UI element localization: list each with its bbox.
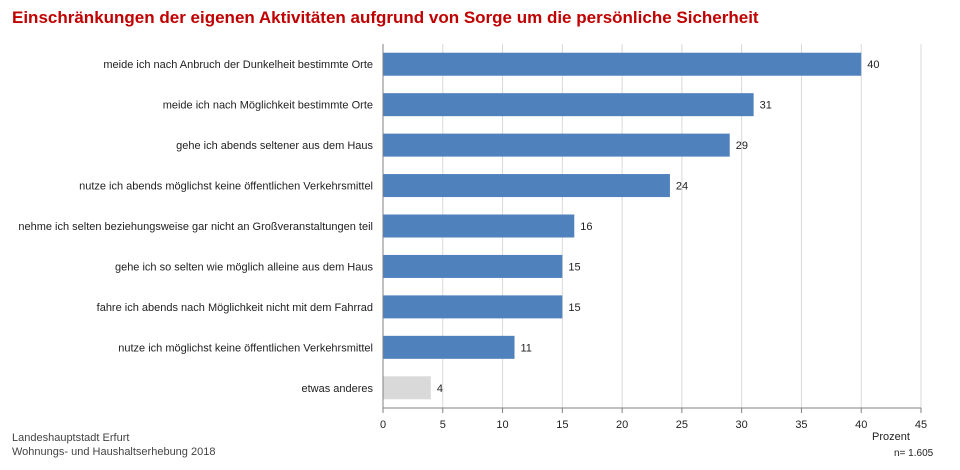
category-label: nehme ich selten beziehungsweise gar nic… [18,221,373,233]
category-label: gehe ich so selten wie möglich alleine a… [115,261,374,273]
x-axis-label: Prozent [872,431,910,443]
bar [383,376,431,400]
category-label: etwas anderes [301,383,373,395]
source-note: Landeshauptstadt Erfurt Wohnungs- und Ha… [12,431,215,459]
value-label: 29 [736,140,748,152]
value-label: 31 [760,100,772,112]
x-tick-label: 25 [676,419,688,431]
category-label: meide ich nach Anbruch der Dunkelheit be… [103,59,373,71]
bar [383,214,575,238]
category-label: gehe ich abends seltener aus dem Haus [176,140,373,152]
value-label: 11 [521,342,532,354]
bar [383,133,730,157]
value-label: 24 [676,181,688,193]
category-label: nutze ich möglichst keine öffentlichen V… [118,342,373,354]
x-tick-label: 40 [855,419,867,431]
source-line-1: Landeshauptstadt Erfurt [12,432,130,444]
bar [383,254,563,278]
sample-size: n= 1.605 [894,448,934,459]
value-label: 15 [568,302,580,314]
bar [383,295,563,319]
value-label: 16 [580,221,592,233]
x-tick-label: 5 [440,419,446,431]
bar [383,52,862,76]
category-label: nutze ich abends möglichst keine öffentl… [79,181,373,193]
x-tick-label: 10 [496,419,508,431]
x-tick-label: 45 [915,419,927,431]
chart-title: Einschränkungen der eigenen Aktivitäten … [12,8,759,27]
x-tick-label: 20 [616,419,628,431]
x-tick-label: 30 [736,419,748,431]
x-tick-label: 35 [795,419,807,431]
bar [383,174,670,198]
axes: meide ich nach Anbruch der Dunkelheit be… [18,44,927,431]
source-line-2: Wohnungs- und Haushaltserhebung 2018 [12,446,216,458]
bars [383,52,862,400]
bar [383,335,515,359]
value-label: 15 [568,261,580,273]
value-label: 40 [867,59,879,71]
x-tick-label: 15 [556,419,568,431]
category-label: fahre ich abends nach Möglichkeit nicht … [97,302,373,314]
value-label: 4 [437,383,443,395]
x-tick-label: 0 [380,419,386,431]
bar [383,93,754,117]
category-label: meide ich nach Möglichkeit bestimmte Ort… [163,100,373,112]
